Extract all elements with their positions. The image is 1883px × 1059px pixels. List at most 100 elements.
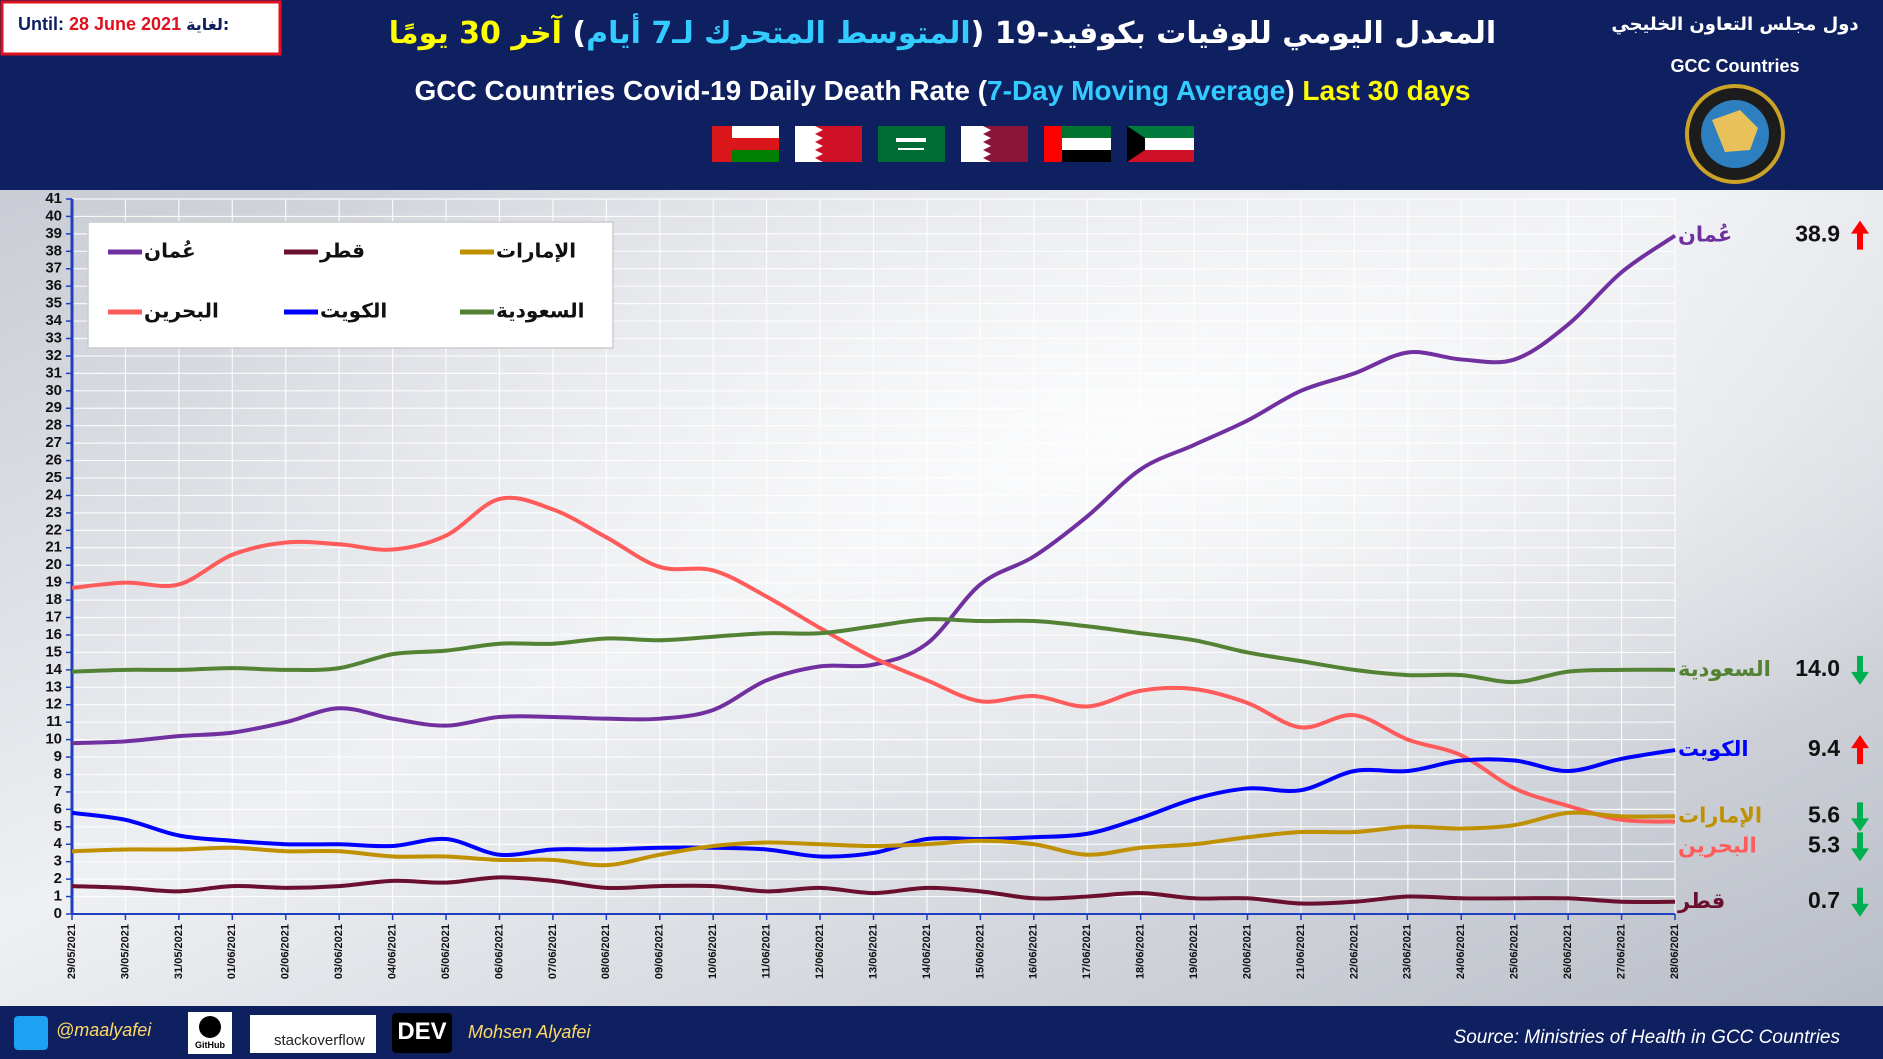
x-tick-label: 31/05/2021 (173, 924, 185, 979)
x-tick-label: 09/06/2021 (654, 924, 666, 979)
x-tick-label: 11/06/2021 (761, 924, 773, 978)
x-tick-label: 12/06/2021 (814, 924, 826, 979)
y-tick-label: 23 (45, 504, 62, 521)
gcc-logo (1685, 84, 1785, 184)
end-series-name: السعودية (1678, 657, 1771, 681)
legend-label: الإمارات (496, 239, 576, 263)
end-series-name: الكويت (1678, 737, 1749, 761)
y-tick-label: 32 (45, 347, 62, 364)
y-tick-label: 12 (45, 696, 62, 713)
legend-label: عُمان (144, 239, 196, 263)
x-tick-label: 21/06/2021 (1295, 924, 1307, 979)
series-line (71, 233, 1677, 746)
y-tick-label: 18 (45, 591, 62, 608)
until-box (0, 0, 282, 56)
x-tick-label: 16/06/2021 (1028, 924, 1040, 979)
y-tick-label: 24 (45, 486, 62, 503)
y-tick-label: 13 (45, 678, 62, 695)
dev-label[interactable]: DEV (397, 1018, 447, 1045)
x-tick-label: 24/06/2021 (1455, 924, 1467, 979)
trend-arrow (1851, 220, 1869, 250)
y-tick-label: 34 (45, 312, 62, 329)
y-tick-label: 40 (45, 207, 62, 224)
end-value-label: 14.0 (1795, 655, 1840, 681)
title-ar-part: المعدل اليومي للوفيات بكوفيد-19 ( (970, 16, 1497, 51)
y-tick-label: 19 (45, 574, 62, 591)
y-tick-label: 28 (45, 417, 62, 434)
x-tick-label: 14/06/2021 (921, 924, 933, 979)
y-tick-label: 14 (45, 661, 62, 678)
x-tick-label: 28/06/2021 (1669, 924, 1681, 979)
x-tick-label: 13/06/2021 (867, 924, 879, 979)
end-value-label: 5.3 (1808, 831, 1840, 857)
trend-arrow (1851, 655, 1869, 685)
y-tick-label: 37 (45, 260, 62, 277)
until: Until: 28 June 2021 لغاية: (18, 14, 229, 35)
y-tick-label: 39 (45, 225, 62, 242)
y-tick-label: 1 (54, 888, 62, 905)
series-line (71, 748, 1676, 859)
x-tick-label: 02/06/2021 (280, 924, 292, 979)
y-tick-label: 16 (45, 626, 62, 643)
trend-arrow (1851, 832, 1869, 862)
author: Mohsen Alyafei (468, 1022, 591, 1042)
end-series-name: قطر (1677, 889, 1725, 913)
title-en-part: 7-Day Moving Average (987, 75, 1286, 106)
series-line (71, 810, 1676, 868)
end-value-label: 5.6 (1808, 801, 1840, 827)
x-tick-label: 15/06/2021 (974, 924, 986, 979)
x-tick-label: 22/06/2021 (1348, 924, 1360, 979)
flags (712, 126, 1194, 162)
y-tick-label: 31 (45, 364, 62, 381)
x-tick-label: 23/06/2021 (1402, 924, 1414, 979)
series-line (71, 617, 1676, 685)
x-tick-label: 26/06/2021 (1562, 924, 1574, 979)
series-line (71, 495, 1676, 824)
x-tick-label: 07/06/2021 (547, 924, 559, 979)
end-series-name: الإمارات (1678, 803, 1762, 827)
y-tick-label: 15 (45, 643, 62, 660)
y-tick-label: 20 (45, 556, 62, 573)
x-tick-label: 27/06/2021 (1615, 924, 1627, 979)
legend-label: البحرين (144, 299, 219, 323)
y-tick-label: 27 (45, 434, 62, 451)
x-tick-label: 18/06/2021 (1135, 924, 1147, 979)
legend-label: الكويت (320, 299, 387, 323)
end-series-name: البحرين (1678, 833, 1757, 857)
y-tick-label: 0 (54, 905, 62, 922)
y-tick-label: 11 (46, 713, 62, 730)
y-tick-label: 22 (45, 521, 62, 538)
twitter-handle[interactable]: @maalyafei (56, 1020, 152, 1040)
y-tick-label: 26 (45, 452, 62, 469)
y-tick-label: 17 (45, 609, 62, 626)
legend-label: السعودية (496, 299, 584, 323)
x-tick-label: 03/06/2021 (333, 924, 345, 979)
title-en-part: ) (1285, 75, 1295, 106)
y-tick-label: 4 (54, 835, 63, 852)
legend-box (87, 221, 614, 349)
x-tick-label: 19/06/2021 (1188, 924, 1200, 979)
legend-label: قطر (319, 239, 365, 263)
title-en: GCC Countries Covid-19 Daily Death Rate … (300, 75, 1585, 107)
y-tick-label: 35 (45, 295, 62, 312)
y-tick-label: 5 (54, 818, 62, 835)
end-value-label: 9.4 (1808, 735, 1840, 761)
title-ar-part: آخر 30 يومًا (388, 16, 573, 51)
source: Source: Ministries of Health in GCC Coun… (1453, 1027, 1840, 1048)
title-en-part: Last 30 days (1294, 75, 1471, 106)
y-tick-label: 29 (45, 399, 62, 416)
y-tick-label: 21 (45, 539, 62, 556)
until-date: 28 June 2021 (69, 14, 182, 34)
end-series-name: عُمان (1678, 222, 1732, 246)
series-line (71, 875, 1676, 906)
y-tick-label: 7 (54, 783, 62, 800)
github-label[interactable]: GitHub (195, 1040, 225, 1050)
end-value-label: 38.9 (1795, 221, 1840, 247)
y-tick-label: 25 (45, 469, 62, 486)
y-tick-label: 9 (54, 748, 62, 765)
end-value-label: 0.7 (1808, 887, 1840, 913)
stackoverflow-label[interactable]: stackoverflow (274, 1032, 365, 1049)
y-tick-label: 2 (54, 870, 62, 887)
